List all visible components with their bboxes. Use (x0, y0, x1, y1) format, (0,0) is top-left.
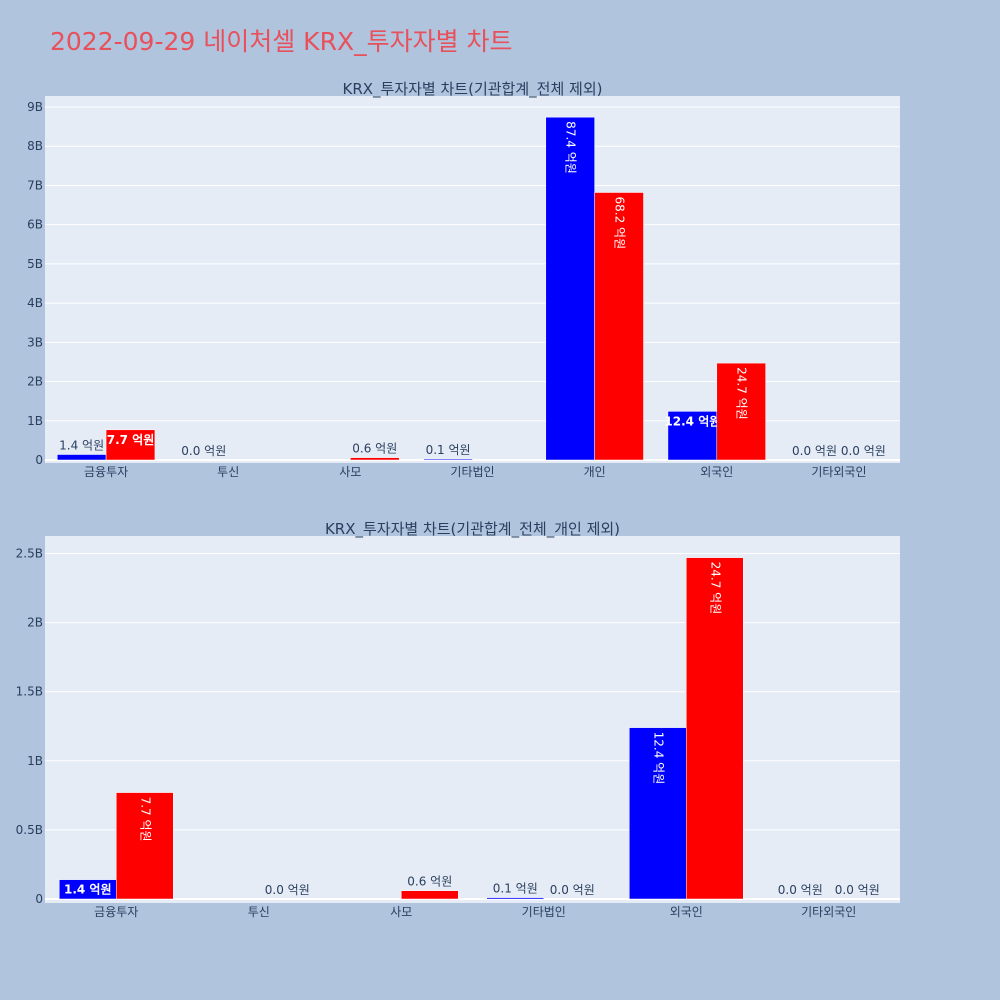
data-label: 7.7 억원 (138, 797, 152, 842)
bar (594, 192, 644, 461)
data-label: 87.4 억원 (564, 121, 578, 174)
x-tick-label: 투신 (248, 905, 270, 919)
data-label: 1.4 억원 (64, 883, 112, 897)
chart-title: KRX_투자자별 차트(기관합계_전체 제외) (343, 80, 603, 99)
x-tick-label: 금융투자 (84, 465, 128, 479)
bar (486, 897, 544, 900)
y-tick-label: 2.5B (16, 547, 43, 561)
data-label: 68.2 억원 (613, 197, 627, 250)
bar (105, 429, 156, 461)
data-label: 7.7 억원 (107, 433, 155, 447)
bar (686, 557, 744, 900)
x-tick-label: 기타외국인 (801, 905, 856, 919)
data-label: 0.0 억원 (778, 883, 823, 897)
y-tick-label: 6B (27, 218, 43, 232)
x-tick-label: 사모 (390, 905, 412, 919)
plot-area (45, 536, 900, 903)
y-tick-label: 1.5B (16, 685, 43, 699)
x-tick-label: 외국인 (670, 905, 703, 919)
y-tick-label: 4B (27, 296, 43, 310)
y-tick-label: 0.5B (16, 823, 43, 837)
x-tick-label: 외국인 (700, 465, 733, 479)
y-tick-label: 2B (27, 616, 43, 630)
y-tick-label: 9B (27, 100, 43, 114)
x-tick-label: 기타외국인 (811, 465, 866, 479)
data-label: 0.6 억원 (352, 442, 397, 456)
data-label: 12.4 억원 (664, 414, 720, 428)
data-label: 0.1 억원 (493, 882, 538, 896)
x-tick-label: 기타법인 (522, 905, 566, 919)
data-label: 24.7 억원 (708, 562, 722, 615)
chart-title: KRX_투자자별 차트(기관합계_전체_개인 제외) (325, 520, 620, 539)
bar (423, 458, 473, 461)
y-tick-label: 1B (27, 414, 43, 428)
data-label: 0.0 억원 (265, 883, 310, 897)
bar (629, 727, 687, 900)
y-tick-label: 0 (35, 453, 43, 467)
x-tick-label: 금융투자 (94, 905, 138, 919)
x-tick-label: 투신 (217, 465, 239, 479)
y-tick-label: 1B (27, 754, 43, 768)
data-label: 0.0 억원 (835, 883, 880, 897)
page-title: 2022-09-29 네이처셀 KRX_투자자별 차트 (50, 27, 513, 56)
bar (545, 116, 595, 461)
data-label: 12.4 억원 (651, 732, 665, 785)
y-tick-label: 2B (27, 375, 43, 389)
data-label: 24.7 억원 (735, 367, 749, 420)
y-tick-label: 0 (35, 892, 43, 906)
data-label: 0.0 억원 (181, 444, 226, 458)
data-label: 0.0 억원 (550, 883, 595, 897)
bar (116, 792, 174, 900)
data-label: 0.0 억원 (792, 444, 837, 458)
bar (350, 457, 400, 461)
bar (401, 890, 459, 900)
y-tick-label: 3B (27, 335, 43, 349)
y-tick-label: 8B (27, 139, 43, 153)
data-label: 0.6 억원 (407, 875, 452, 889)
data-label: 1.4 억원 (59, 439, 104, 453)
data-label: 0.1 억원 (426, 443, 471, 457)
x-tick-label: 기타법인 (450, 465, 494, 479)
bar (716, 362, 766, 461)
x-tick-label: 사모 (339, 465, 361, 479)
x-tick-label: 개인 (584, 465, 606, 479)
bar (667, 411, 718, 461)
y-tick-label: 7B (27, 178, 43, 192)
y-tick-label: 5B (27, 257, 43, 271)
data-label: 0.0 억원 (841, 444, 886, 458)
